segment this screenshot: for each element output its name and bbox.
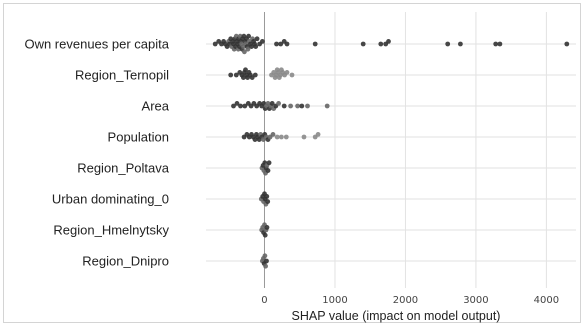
shap-dot [281, 103, 287, 109]
shap-dot [264, 194, 270, 199]
shap-dot [284, 70, 290, 75]
shap-dot [253, 44, 259, 49]
shap-dot [386, 39, 391, 44]
feature-label: Region_Dnipro [82, 254, 169, 269]
shap-dot [266, 160, 272, 166]
shap-dot [493, 41, 499, 47]
shap-dot [360, 41, 366, 47]
shap-dot [458, 41, 463, 47]
feature-label: Own revenues per capita [24, 37, 169, 52]
shap-dot [315, 132, 321, 137]
shap-dot [228, 72, 234, 78]
shap-dot [278, 41, 284, 47]
shap-dot [233, 72, 239, 78]
shap-dot [299, 103, 305, 109]
shap-dot [378, 41, 384, 47]
shap-dot [234, 101, 240, 106]
shap-dot [264, 225, 270, 230]
shap-dot [238, 103, 243, 109]
x-tick-label: 3000 [463, 295, 488, 306]
shap-dot [212, 41, 218, 47]
feature-label: Region_Hmelnytsky [53, 223, 169, 238]
shap-dot [252, 72, 258, 78]
shap-dot [254, 36, 260, 42]
shap-dot [283, 134, 289, 140]
x-tick-labels: 0 1000 2000 3000 4000 [261, 295, 559, 306]
shap-dot [445, 41, 451, 47]
feature-label: Area [142, 99, 170, 114]
shap-dot [564, 41, 570, 47]
grid [206, 12, 576, 288]
shap-dot [279, 134, 284, 140]
shap-dot [242, 103, 248, 109]
x-axis-title: SHAP value (impact on model output) [292, 309, 501, 323]
shap-dot [260, 39, 265, 44]
shap-dot [243, 67, 248, 73]
x-tick-label: 0 [261, 295, 267, 306]
shap-dot [270, 132, 276, 137]
x-tick-label: 2000 [393, 295, 418, 306]
shap-dot [324, 103, 330, 109]
shap-dot [301, 134, 307, 140]
shap-dot [242, 49, 247, 55]
shap-dot [264, 258, 269, 264]
shap-dot [305, 103, 310, 109]
shap-dot [265, 199, 271, 205]
shap-dot [295, 103, 300, 109]
shap-dot [284, 41, 290, 47]
feature-label: Region_Poltava [77, 161, 170, 176]
shap-dot [497, 41, 503, 47]
shap-dot [288, 103, 293, 109]
shap-dot [274, 41, 279, 47]
feature-label: Region_Ternopil [75, 68, 169, 83]
shap-dot [262, 253, 268, 259]
x-tick-label: 1000 [322, 295, 347, 306]
shap-dot [262, 232, 268, 238]
feature-label: Population [108, 130, 169, 145]
shap-dot [276, 101, 281, 106]
shap-dot [289, 72, 295, 78]
chart-frame [3, 3, 581, 323]
feature-labels: Own revenues per capita Region_Ternopil Ar… [24, 37, 169, 269]
shap-dot [269, 101, 275, 106]
shap-dot [245, 46, 251, 52]
shap-dot [231, 103, 236, 109]
shap-dot [246, 33, 252, 39]
shap-dot [265, 168, 271, 174]
shap-dot [312, 41, 318, 47]
shap-dot [263, 263, 268, 269]
dots [212, 33, 570, 269]
feature-label: Urban dominating_0 [52, 192, 169, 207]
x-tick-label: 4000 [534, 295, 559, 306]
shap-dot [274, 134, 280, 140]
